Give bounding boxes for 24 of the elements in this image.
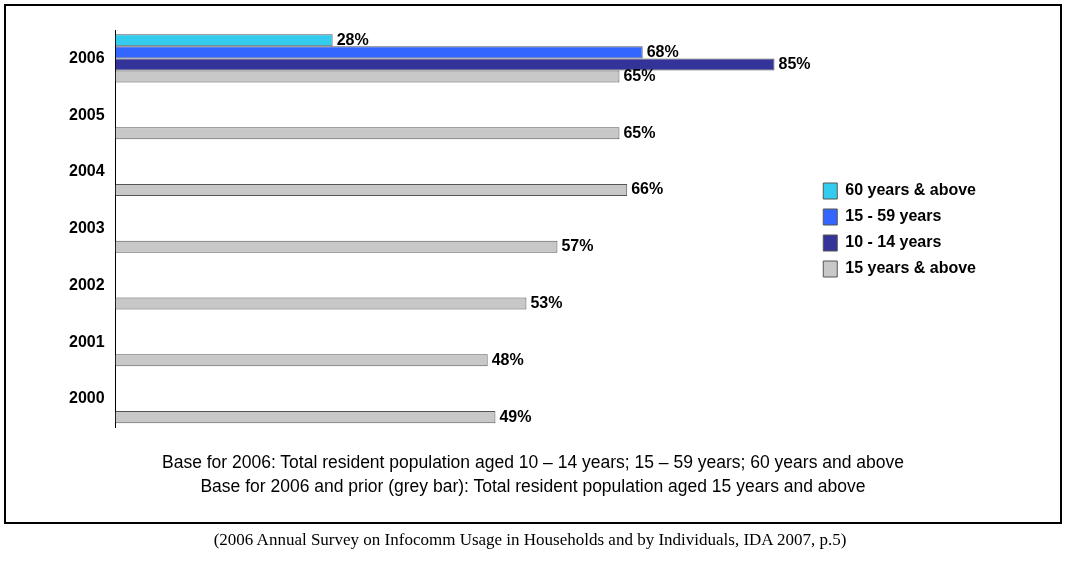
legend-label: 15 - 59 years xyxy=(845,207,942,225)
y-tick-label: 2000 xyxy=(69,389,105,407)
data-label: 65% xyxy=(623,123,656,141)
data-label: 68% xyxy=(646,42,679,60)
legend-label: 15 years & above xyxy=(845,259,977,277)
legend-label: 60 years & above xyxy=(845,181,977,199)
y-tick-label: 2004 xyxy=(69,162,105,180)
y-tick-label: 2002 xyxy=(69,275,105,293)
text: (2006 Annual Survey on Infocomm Usage in Households and by Individuals, IDA 2007, p.5) xyxy=(212,530,848,550)
data-label: 28% xyxy=(336,30,369,48)
data-label: 65% xyxy=(623,66,656,84)
text: Base for 2006: Total resident population aged 10 – 14 years; 15 – 59 years; 60 years and above xyxy=(161,452,905,473)
y-tick-label: 2003 xyxy=(69,219,105,237)
data-label: 66% xyxy=(631,180,664,198)
text: Base for 2006 and prior (grey bar): Total resident population aged 15 years and above xyxy=(199,476,867,497)
data-label: 85% xyxy=(778,54,811,72)
y-tick-label: 2005 xyxy=(69,105,105,123)
data-label: 53% xyxy=(530,293,563,311)
y-tick-label: 2001 xyxy=(69,332,105,350)
y-tick-label: 2006 xyxy=(69,48,105,66)
data-label: 48% xyxy=(491,350,524,368)
data-label: 49% xyxy=(499,407,532,425)
data-label: 57% xyxy=(561,237,594,255)
legend-label: 10 - 14 years xyxy=(845,233,942,251)
